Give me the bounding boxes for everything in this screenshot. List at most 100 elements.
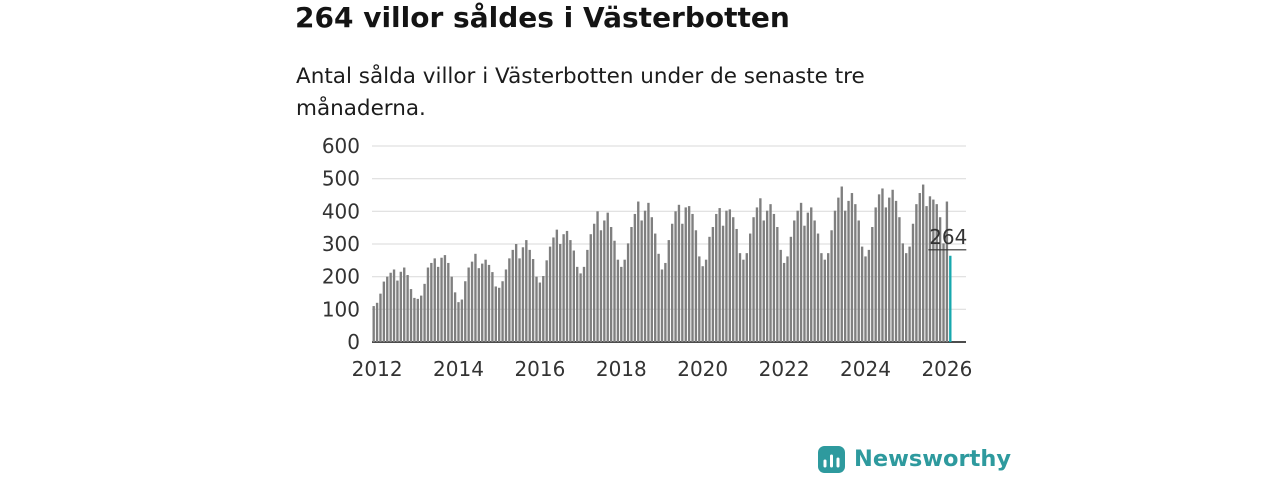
bar [877,194,881,342]
bar [487,264,491,342]
y-tick-label: 100 [322,297,360,321]
bar [392,269,396,342]
bar [443,255,447,342]
bar [779,249,782,342]
bar [481,263,484,342]
bar [684,207,687,342]
bar [616,259,620,342]
bar [630,227,633,342]
y-tick-label: 400 [322,199,360,223]
bar [586,249,589,342]
bar [501,281,504,342]
bar [823,259,826,342]
bar [389,272,392,342]
bar [701,266,704,342]
y-tick-label: 0 [347,330,360,354]
chart-subtitle: Antal sålda villor i Västerbotten under … [296,64,865,121]
bar [789,236,793,342]
x-tick-label: 2014 [433,357,484,381]
bar [576,266,579,342]
bar [396,280,399,342]
bar [857,220,860,342]
bar [803,225,806,342]
bar [704,259,708,342]
highlight-value-label: 264 [929,225,967,249]
bar [911,223,915,342]
bar [372,306,375,342]
bar [925,206,928,342]
y-tick-label: 300 [322,232,360,256]
bar [749,233,752,342]
bar [403,267,406,342]
bar [850,193,854,342]
bar [382,281,386,342]
bar [908,246,911,342]
bar [531,259,535,342]
bar [677,204,681,342]
bar [884,207,888,342]
bar [555,229,559,342]
bar [830,230,833,342]
bar [654,233,657,342]
bar [667,240,670,342]
bar [698,256,701,342]
bar [440,257,443,342]
bar [592,223,596,342]
bar [921,184,925,342]
bar [542,276,545,342]
bar [498,287,501,342]
bar [752,217,755,342]
bar [603,220,606,342]
x-tick-label: 2016 [514,357,565,381]
bar [762,220,765,342]
bar [813,220,816,342]
bar [806,212,810,342]
bar [847,200,850,342]
bar [935,204,938,342]
bar [732,217,735,342]
bar [626,243,630,342]
x-tick-label: 2026 [921,357,972,381]
bar [514,244,518,342]
bar [738,253,742,342]
bar [433,258,436,342]
bar [538,282,542,342]
bar [467,267,470,342]
bar [776,227,779,342]
bar [606,212,609,342]
bar [640,220,643,342]
bar [928,196,932,342]
bar [450,276,453,342]
bar [894,200,898,342]
newsworthy-logo-icon [818,445,845,473]
bar [664,262,667,342]
bar [799,202,803,342]
bar [901,243,904,342]
bar [565,230,569,342]
bar [430,262,433,342]
bar [694,230,698,342]
bar [579,273,582,342]
bar [772,213,776,342]
bar [793,220,796,342]
bar [854,204,857,342]
bar [406,275,409,342]
bar [637,201,640,342]
bar [423,283,426,342]
bar [521,247,525,342]
bar [840,186,843,342]
bar [650,217,654,342]
bar [609,227,613,342]
bar [535,276,538,342]
bar [660,269,664,342]
bar [643,210,647,342]
brand-name: Newsworthy [854,446,1012,472]
brand-footer-link[interactable]: Newsworthy [818,444,1011,474]
bar [572,250,575,342]
y-tick-label: 600 [322,134,360,158]
bar [860,246,864,342]
bar [548,246,552,342]
bar [379,293,382,342]
bar [620,266,623,342]
bar [518,258,521,342]
